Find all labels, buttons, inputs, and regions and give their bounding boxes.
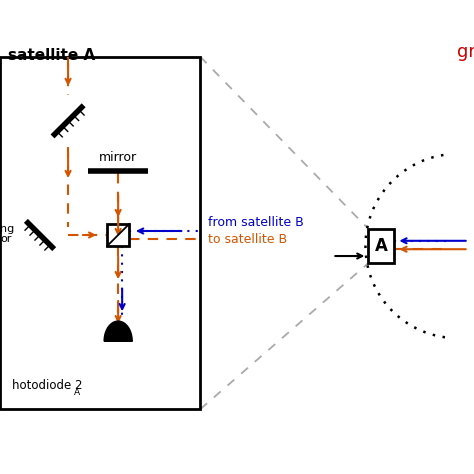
Text: hotodiode 2: hotodiode 2 [12,379,82,392]
Text: mirror: mirror [99,151,137,164]
Text: from satellite B: from satellite B [208,217,304,229]
Text: A: A [74,388,80,397]
Text: or: or [0,234,11,244]
Polygon shape [104,321,132,341]
Bar [107,224,129,246]
Text: gr: gr [456,43,474,61]
Text: ng: ng [0,224,14,234]
Bar [368,229,394,263]
Bar [0,57,200,409]
Text: A: A [375,237,388,255]
Text: to satellite B: to satellite B [208,233,287,246]
Text: satellite A: satellite A [8,48,95,63]
